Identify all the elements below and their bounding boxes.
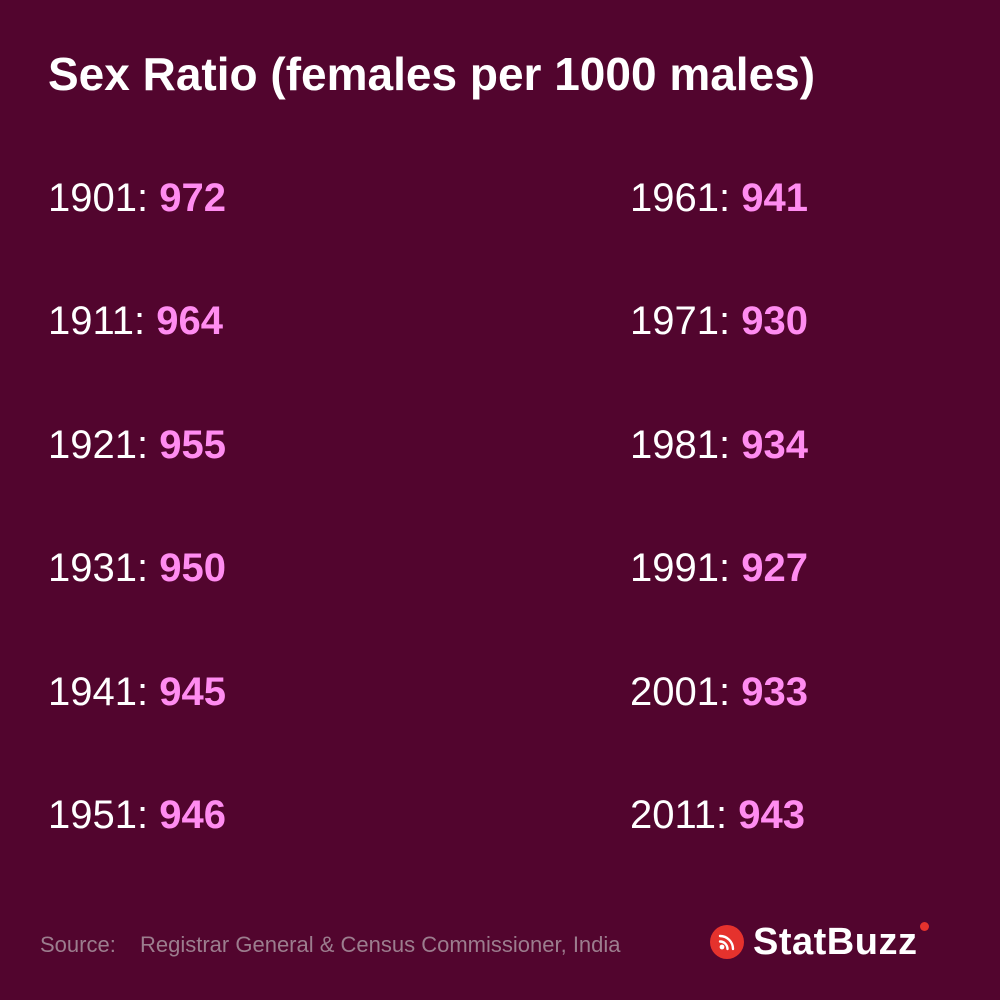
- ratio-entry: 2001: 933: [630, 667, 808, 717]
- entry-separator: :: [718, 546, 742, 591]
- ratio-entry: 2011: 943: [630, 790, 805, 840]
- entry-value: 927: [741, 546, 808, 591]
- entry-year: 1951: [48, 793, 137, 837]
- entry-year: 1901: [48, 176, 137, 220]
- ratio-entry: 1921: 955: [48, 420, 226, 470]
- entry-value: 946: [159, 793, 226, 837]
- ratio-entry: 1901: 972: [48, 173, 226, 223]
- entry-separator: :: [136, 546, 160, 591]
- entry-separator: :: [718, 422, 742, 467]
- ratio-entry: 1931: 950: [48, 543, 226, 593]
- ratio-entry: 1911: 964: [48, 296, 223, 346]
- entry-year: 1931: [48, 546, 137, 591]
- entry-separator: :: [716, 793, 739, 837]
- rss-icon: [710, 925, 744, 959]
- entry-year: 2001: [630, 669, 719, 714]
- entry-year: 1991: [630, 546, 719, 591]
- entry-value: 955: [159, 422, 226, 467]
- entry-separator: :: [136, 793, 160, 837]
- entry-separator: :: [136, 176, 160, 220]
- ratio-entry: 1971: 930: [630, 296, 808, 346]
- entry-year: 2011: [630, 793, 717, 837]
- chart-title: Sex Ratio (females per 1000 males): [48, 48, 816, 100]
- entry-separator: :: [718, 299, 742, 344]
- ratio-entry: 1951: 946: [48, 790, 226, 840]
- ratio-entry: 1961: 941: [630, 173, 808, 223]
- entry-year: 1921: [48, 422, 137, 467]
- entry-value: 934: [741, 422, 808, 467]
- source-label: Source:: [40, 932, 116, 957]
- entry-separator: :: [134, 299, 157, 344]
- ratio-entry: 1941: 945: [48, 667, 226, 717]
- entry-value: 943: [738, 793, 805, 837]
- entry-value: 950: [159, 546, 226, 591]
- entry-value: 941: [741, 176, 808, 220]
- entry-separator: :: [718, 176, 742, 220]
- statbuzz-logo: StatBuzz: [710, 918, 930, 966]
- entry-year: 1941: [48, 669, 137, 714]
- entry-value: 945: [159, 669, 226, 714]
- entry-year: 1971: [630, 299, 719, 344]
- brand-dot: [920, 922, 930, 931]
- entry-year: 1981: [630, 422, 719, 467]
- brand-name: StatBuzz: [753, 921, 918, 963]
- source-text: Registrar General & Census Commissioner,…: [140, 932, 621, 957]
- entry-year: 1911: [48, 299, 135, 344]
- entry-year: 1961: [630, 176, 719, 220]
- entry-value: 964: [156, 299, 223, 344]
- source-note: Source: Registrar General & Census Commi…: [40, 930, 680, 960]
- ratio-entry: 1991: 927: [630, 543, 808, 593]
- entry-separator: :: [718, 669, 742, 714]
- entry-separator: :: [136, 422, 160, 467]
- ratio-entry: 1981: 934: [630, 420, 808, 470]
- entry-value: 972: [159, 176, 226, 220]
- entry-separator: :: [136, 669, 160, 714]
- entry-value: 933: [741, 669, 808, 714]
- entry-value: 930: [741, 299, 808, 344]
